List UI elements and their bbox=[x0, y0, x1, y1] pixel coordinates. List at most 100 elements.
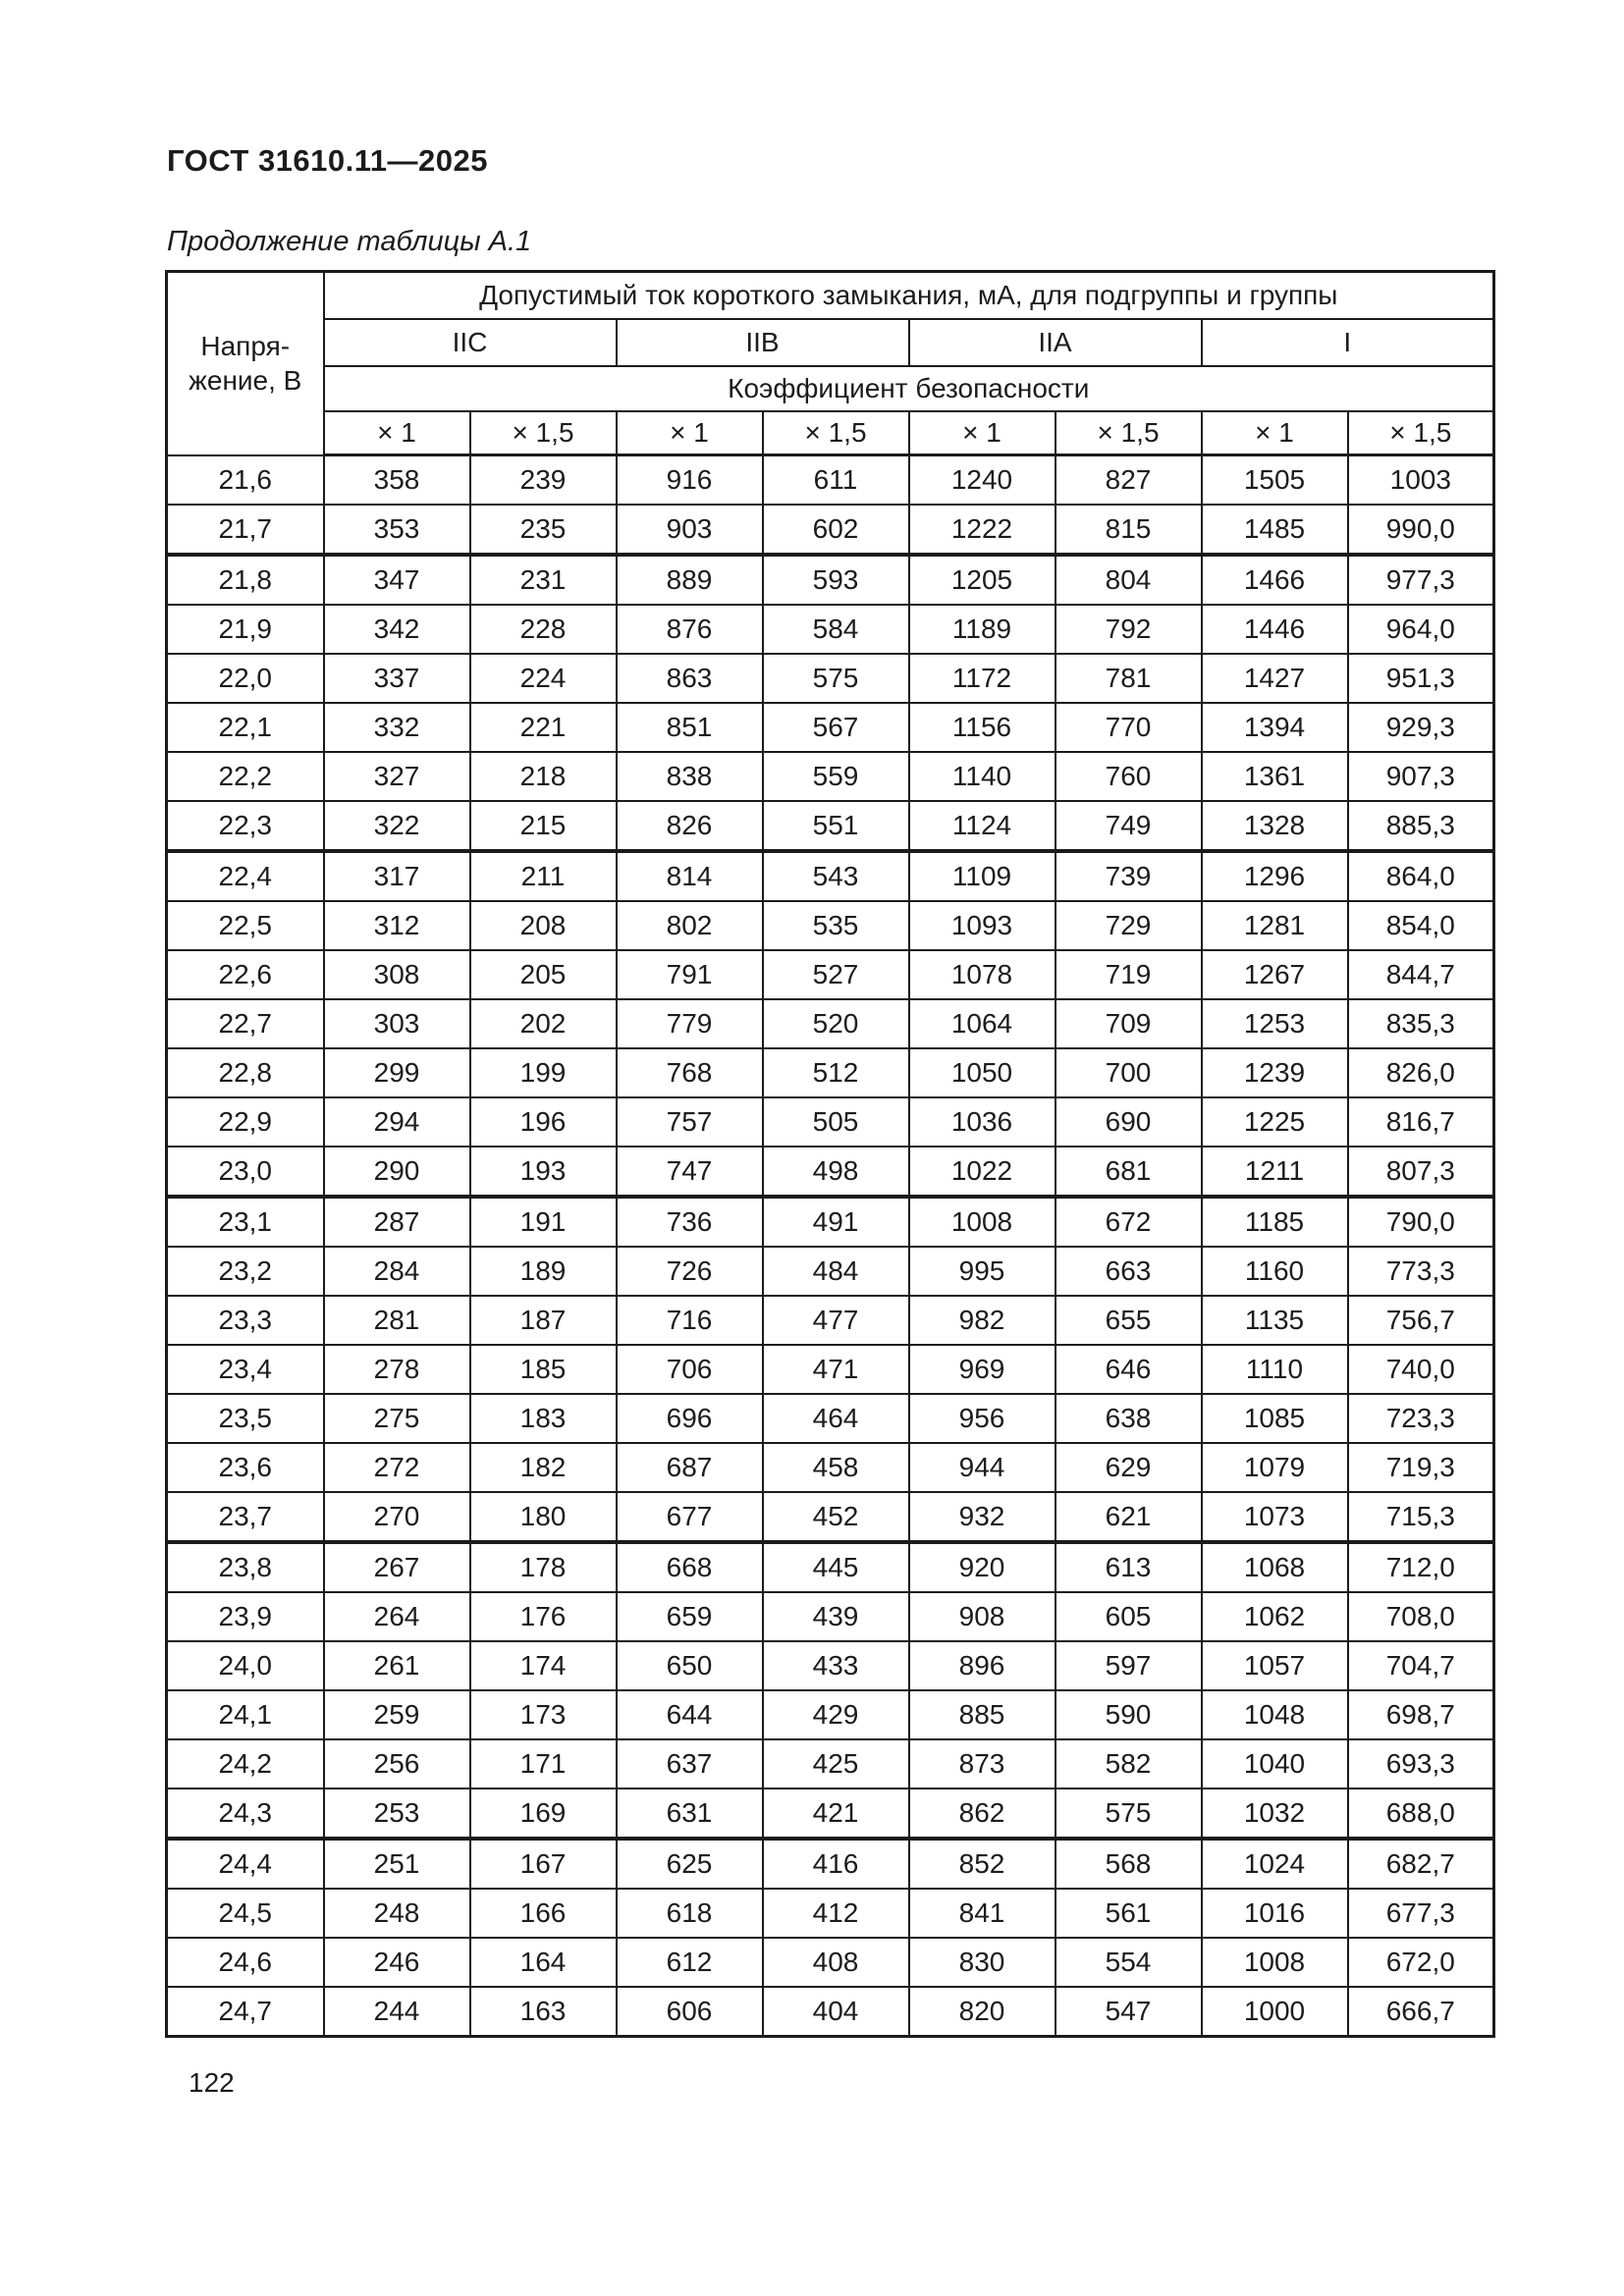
current-cell: 700 bbox=[1054, 1047, 1203, 1098]
current-cell: 602 bbox=[761, 504, 910, 557]
current-cell: 719 bbox=[1054, 949, 1203, 1000]
current-cell: 287 bbox=[322, 1196, 471, 1248]
current-cell: 659 bbox=[615, 1591, 764, 1642]
voltage-cell: 24,6 bbox=[165, 1937, 325, 1988]
voltage-cell: 22,5 bbox=[165, 900, 325, 951]
current-cell: 218 bbox=[468, 751, 618, 802]
current-cell: 863 bbox=[615, 653, 764, 704]
group-header-iib: IIB bbox=[615, 318, 910, 367]
current-cell: 995 bbox=[907, 1246, 1056, 1297]
current-cell: 1225 bbox=[1200, 1096, 1349, 1148]
voltage-cell: 21,8 bbox=[165, 554, 325, 606]
current-cell: 982 bbox=[907, 1295, 1056, 1346]
current-cell: 791 bbox=[615, 949, 764, 1000]
table-row: 23,1 287 191 736 491 1008 672 1185 790,0 bbox=[165, 1196, 1495, 1248]
current-cell: 193 bbox=[468, 1146, 618, 1199]
factor-header-i-x15: × 1,5 bbox=[1346, 410, 1495, 456]
current-cell: 191 bbox=[468, 1196, 618, 1248]
current-cell: 1239 bbox=[1200, 1047, 1349, 1098]
current-cell: 211 bbox=[468, 850, 618, 902]
current-cell: 1160 bbox=[1200, 1246, 1349, 1297]
current-cell: 568 bbox=[1054, 1838, 1203, 1890]
voltage-cell: 23,3 bbox=[165, 1295, 325, 1346]
current-cell: 862 bbox=[907, 1788, 1056, 1841]
current-cell: 740,0 bbox=[1346, 1344, 1495, 1395]
current-cell: 477 bbox=[761, 1295, 910, 1346]
current-cell: 1078 bbox=[907, 949, 1056, 1000]
current-cell: 920 bbox=[907, 1541, 1056, 1593]
current-cell: 1222 bbox=[907, 504, 1056, 557]
voltage-cell: 24,2 bbox=[165, 1738, 325, 1789]
table-row: 24,6 246 164 612 408 830 554 1008 672,0 bbox=[165, 1937, 1495, 1988]
current-cell: 458 bbox=[761, 1442, 910, 1493]
current-cell: 672 bbox=[1054, 1196, 1203, 1248]
current-cell: 267 bbox=[322, 1541, 471, 1593]
current-cell: 1505 bbox=[1200, 454, 1349, 506]
current-cell: 253 bbox=[322, 1788, 471, 1841]
current-cell: 281 bbox=[322, 1295, 471, 1346]
current-cell: 593 bbox=[761, 554, 910, 606]
current-cell: 944 bbox=[907, 1442, 1056, 1493]
current-cell: 342 bbox=[322, 604, 471, 655]
current-cell: 802 bbox=[615, 900, 764, 951]
current-cell: 618 bbox=[615, 1888, 764, 1939]
current-cell: 929,3 bbox=[1346, 702, 1495, 753]
current-cell: 322 bbox=[322, 800, 471, 853]
table-row: 22,4 317 211 814 543 1109 739 1296 864,0 bbox=[165, 850, 1495, 902]
current-cell: 1485 bbox=[1200, 504, 1349, 557]
current-cell: 1135 bbox=[1200, 1295, 1349, 1346]
current-cell: 629 bbox=[1054, 1442, 1203, 1493]
factor-header-iic-x1: × 1 bbox=[322, 410, 471, 456]
current-cell: 182 bbox=[468, 1442, 618, 1493]
current-cell: 749 bbox=[1054, 800, 1203, 853]
current-cell: 317 bbox=[322, 850, 471, 902]
voltage-cell: 23,8 bbox=[165, 1541, 325, 1593]
current-cell: 597 bbox=[1054, 1640, 1203, 1691]
current-cell: 180 bbox=[468, 1491, 618, 1544]
current-cell: 1205 bbox=[907, 554, 1056, 606]
current-cell: 1446 bbox=[1200, 604, 1349, 655]
header-row-factors: × 1 × 1,5 × 1 × 1,5 × 1 × 1,5 × 1 × 1,5 bbox=[167, 410, 1495, 456]
current-cell: 864,0 bbox=[1346, 850, 1495, 902]
current-cell: 1156 bbox=[907, 702, 1056, 753]
current-cell: 804 bbox=[1054, 554, 1203, 606]
current-cell: 637 bbox=[615, 1738, 764, 1789]
factor-header-iib-x1: × 1 bbox=[615, 410, 764, 456]
current-cell: 932 bbox=[907, 1491, 1056, 1544]
current-cell: 682,7 bbox=[1346, 1838, 1495, 1890]
current-cell: 1172 bbox=[907, 653, 1056, 704]
table-row: 22,0 337 224 863 575 1172 781 1427 951,3 bbox=[165, 653, 1495, 704]
current-cell: 491 bbox=[761, 1196, 910, 1248]
voltage-cell: 24,3 bbox=[165, 1788, 325, 1841]
current-cell: 908 bbox=[907, 1591, 1056, 1642]
current-cell: 726 bbox=[615, 1246, 764, 1297]
voltage-cell: 22,6 bbox=[165, 949, 325, 1000]
current-cell: 185 bbox=[468, 1344, 618, 1395]
voltage-cell: 24,0 bbox=[165, 1640, 325, 1691]
current-cell: 1085 bbox=[1200, 1393, 1349, 1444]
current-cell: 327 bbox=[322, 751, 471, 802]
current-cell: 561 bbox=[1054, 1888, 1203, 1939]
current-cell: 876 bbox=[615, 604, 764, 655]
current-cell: 1281 bbox=[1200, 900, 1349, 951]
voltage-column-header: Напря- жение, В bbox=[165, 270, 325, 456]
current-cell: 852 bbox=[907, 1838, 1056, 1890]
group-header-i: I bbox=[1200, 318, 1495, 367]
voltage-cell: 23,7 bbox=[165, 1491, 325, 1544]
current-cell: 1022 bbox=[907, 1146, 1056, 1199]
current-cell: 773,3 bbox=[1346, 1246, 1495, 1297]
current-cell: 221 bbox=[468, 702, 618, 753]
current-cell: 650 bbox=[615, 1640, 764, 1691]
current-cell: 275 bbox=[322, 1393, 471, 1444]
current-cell: 756,7 bbox=[1346, 1295, 1495, 1346]
current-cell: 535 bbox=[761, 900, 910, 951]
current-cell: 739 bbox=[1054, 850, 1203, 902]
voltage-cell: 22,3 bbox=[165, 800, 325, 853]
current-cell: 173 bbox=[468, 1689, 618, 1740]
current-cell: 672,0 bbox=[1346, 1937, 1495, 1988]
voltage-cell: 24,4 bbox=[165, 1838, 325, 1890]
current-cell: 353 bbox=[322, 504, 471, 557]
current-cell: 471 bbox=[761, 1344, 910, 1395]
current-cell: 199 bbox=[468, 1047, 618, 1098]
current-cell: 688,0 bbox=[1346, 1788, 1495, 1841]
